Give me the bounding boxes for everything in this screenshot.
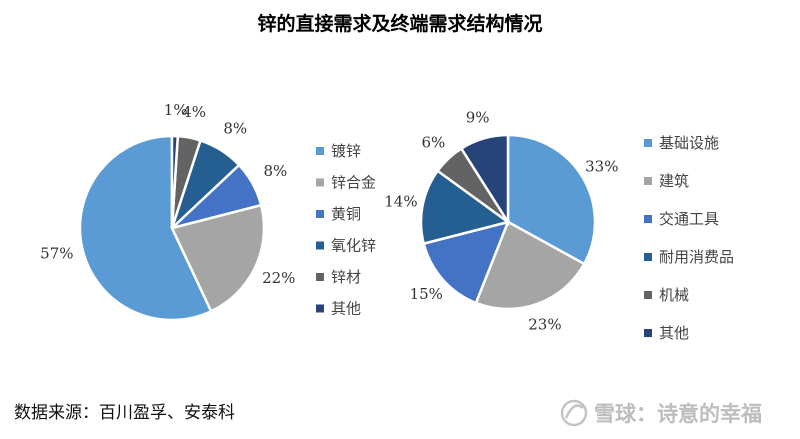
legend-swatch bbox=[316, 178, 324, 187]
snowball-logo-icon bbox=[560, 399, 588, 427]
legend-label: 锌合金 bbox=[331, 174, 376, 192]
pie-data-label: 14% bbox=[384, 193, 417, 211]
pie-data-label: 22% bbox=[262, 269, 295, 287]
legend-label: 交通工具 bbox=[659, 210, 719, 228]
legend-label: 黄铜 bbox=[331, 205, 361, 223]
legend-swatch bbox=[316, 210, 324, 218]
legend-swatch bbox=[316, 147, 324, 155]
legend-label: 建筑 bbox=[659, 172, 689, 190]
pie-chart-terminal-demand: 33% 基础设施 23% 建筑 15% 交通工具 14% 耐用消费品 6% 机械 9% 其他 bbox=[384, 108, 734, 342]
legend-swatch bbox=[316, 304, 324, 313]
source-note: 数据来源：百川盈孚、安泰科 bbox=[14, 403, 235, 423]
pie-data-label: 33% bbox=[585, 158, 618, 176]
pie-data-label: 57% bbox=[40, 245, 73, 263]
pie-slice-0-0 bbox=[78, 134, 213, 322]
pie-slice-1-3 bbox=[419, 169, 511, 246]
chart-title: 锌的直接需求及终端需求结构情况 bbox=[257, 12, 542, 35]
legend-swatch bbox=[644, 291, 652, 299]
legend-label: 镀锌 bbox=[331, 142, 361, 160]
legend-label: 氧化锌 bbox=[331, 237, 376, 255]
pie-slice-0-1 bbox=[170, 203, 266, 313]
pie-slice-1-5 bbox=[459, 133, 510, 227]
legend-label: 锌材 bbox=[331, 268, 361, 286]
pie-data-label: 9% bbox=[466, 108, 490, 126]
pie-slice-1-2 bbox=[422, 220, 511, 305]
pie-data-label: 8% bbox=[264, 162, 288, 180]
pie-data-label: 15% bbox=[410, 285, 443, 303]
legend-swatch bbox=[316, 241, 324, 250]
pie-slice-1-1 bbox=[474, 220, 586, 311]
watermark-text: 雪球：诗意的幸福 bbox=[594, 402, 762, 426]
pie-data-label: 1% bbox=[164, 101, 188, 119]
legend-label: 其他 bbox=[659, 324, 689, 342]
legend-label: 耐用消费品 bbox=[659, 248, 734, 266]
legend-label: 机械 bbox=[659, 286, 689, 304]
watermark: 雪球：诗意的幸福 bbox=[560, 399, 762, 427]
pie-data-label: 8% bbox=[223, 119, 247, 137]
pie-data-label: 6% bbox=[421, 134, 445, 152]
pie-slice-0-5 bbox=[170, 134, 180, 229]
legend-swatch bbox=[644, 329, 652, 337]
legend-swatch bbox=[644, 253, 652, 261]
legend-swatch bbox=[316, 273, 324, 281]
legend-label: 基础设施 bbox=[659, 134, 719, 152]
pie-data-label: 23% bbox=[528, 316, 561, 334]
legend-swatch bbox=[644, 177, 652, 185]
pie-slice-1-0 bbox=[506, 133, 597, 266]
legend-swatch bbox=[644, 215, 652, 223]
legend-swatch bbox=[644, 139, 652, 147]
pie-chart-direct-demand: 57% 镀锌 22% 锌合金 8% 黄铜 8% 氧化锌 4% 锌材 1% 其他 bbox=[40, 101, 376, 322]
pie-data-label: 4% bbox=[182, 103, 206, 121]
legend-label: 其他 bbox=[331, 300, 361, 318]
